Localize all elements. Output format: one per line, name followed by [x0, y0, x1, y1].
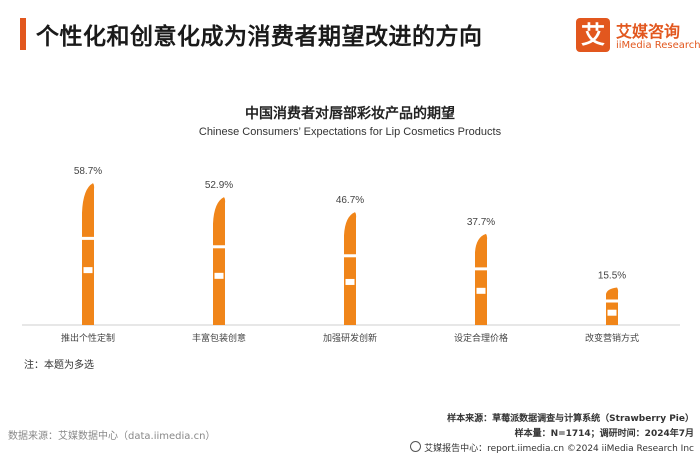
- category-label: 加强研发创新: [323, 332, 377, 344]
- footer-text: 艾媒报告中心：report.iimedia.cn ©2024 iiMedia R…: [424, 444, 694, 454]
- lipstick-tip: [213, 197, 226, 246]
- lipstick-tip: [82, 183, 95, 237]
- lipstick-tube: [475, 270, 487, 325]
- lipstick-tube: [213, 248, 225, 325]
- lipstick-bar: [344, 212, 357, 325]
- category-label: 丰富包装创意: [192, 332, 246, 344]
- page-title: 个性化和创意化成为消费者期望改进的方向: [36, 24, 483, 50]
- logo-name-cn: 艾媒咨询: [616, 22, 681, 41]
- lipstick-label-band: [476, 287, 486, 294]
- data-label: 46.7%: [336, 195, 364, 206]
- data-source: 数据来源：艾媒数据中心（data.iimedia.cn）: [8, 431, 216, 442]
- lipstick-tip: [606, 287, 619, 300]
- lipstick-tube: [344, 257, 356, 325]
- report-center-icon: [410, 441, 422, 452]
- lipstick-bar: [213, 197, 226, 325]
- data-label: 52.9%: [205, 180, 233, 191]
- logo-name-en: iiMedia Research: [616, 40, 700, 51]
- lipstick-label-band: [83, 267, 93, 274]
- lipstick-bar: [475, 233, 488, 325]
- lipstick-tip: [475, 233, 488, 268]
- sample-source: 样本来源：草莓派数据调查与计算系统（Strawberry Pie）: [447, 414, 694, 424]
- category-label: 推出个性定制: [61, 332, 115, 344]
- data-label: 37.7%: [467, 217, 495, 228]
- title-accent-bar: [20, 18, 26, 50]
- category-label: 设定合理价格: [454, 332, 508, 344]
- report-footer: 艾媒报告中心：report.iimedia.cn ©2024 iiMedia R…: [410, 441, 694, 454]
- chart-title: 中国消费者对唇部彩妆产品的期望: [245, 106, 455, 122]
- data-label: 58.7%: [74, 166, 102, 177]
- multi-choice-note: 注：本题为多选: [24, 360, 94, 371]
- chart-subtitle: Chinese Consumers’ Expectations for Lip …: [198, 126, 502, 138]
- lipstick-tip: [344, 212, 357, 255]
- data-label: 15.5%: [598, 271, 626, 282]
- lipstick-label-band: [214, 272, 224, 279]
- logo-mark: 艾: [576, 18, 610, 52]
- lipstick-label-band: [345, 278, 355, 285]
- lipstick-bar: [606, 287, 619, 325]
- category-label: 改变营销方式: [585, 332, 639, 344]
- lipstick-tube: [82, 239, 94, 325]
- brand-logo: 艾 艾媒咨询 iiMedia Research: [576, 16, 700, 56]
- lipstick-label-band: [607, 309, 617, 316]
- lipstick-bar: [82, 183, 95, 325]
- sample-info: 样本量：N=1714；调研时间：2024年7月: [514, 429, 694, 439]
